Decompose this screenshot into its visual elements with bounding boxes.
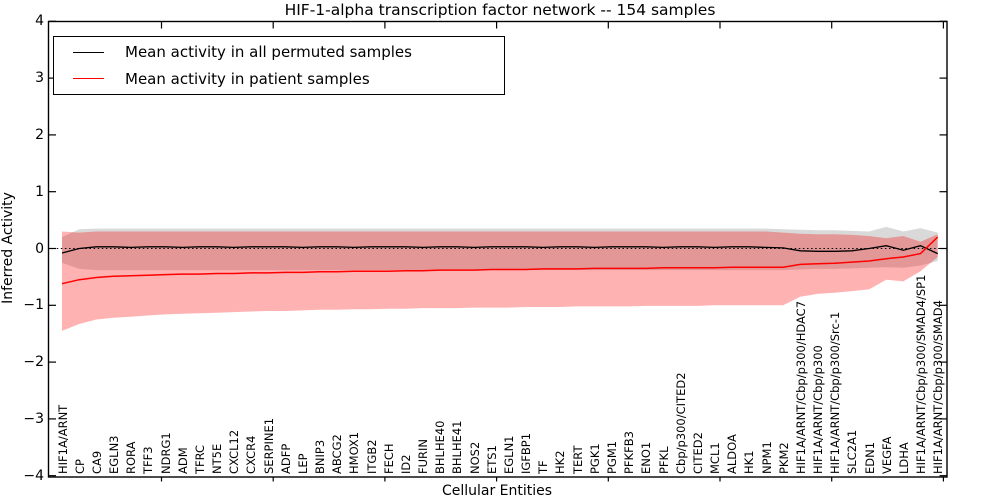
x-tick-label: ETS1	[484, 445, 499, 474]
y-tick-label: −4	[23, 467, 44, 484]
x-tick-label: ENO1	[639, 441, 654, 474]
x-tick-label: CP	[72, 459, 87, 474]
x-tick-label: HIF1A/ARNT/Cbp/p300/SMAD4/SP1	[914, 274, 928, 474]
y-tick-label: −2	[23, 354, 44, 371]
x-tick-label: VEGFA	[879, 436, 894, 474]
x-tick-label: CA9	[89, 450, 104, 474]
black-line-swatch-icon	[73, 51, 104, 53]
x-tick-label: LDHA	[896, 442, 911, 474]
x-tick-label: NPM1	[759, 441, 774, 474]
x-axis-label: Cellular Entities	[441, 483, 553, 499]
x-tick-label: TERT	[570, 445, 585, 474]
x-tick-label: PGK1	[587, 443, 602, 474]
x-tick-label: TF	[536, 460, 551, 474]
x-tick-label: FURIN	[416, 438, 431, 474]
x-tick-label: CITED2	[690, 432, 705, 474]
y-tick-label: 4	[35, 13, 44, 30]
x-tick-label: ABCG2	[330, 434, 345, 474]
y-tick-label: 0	[35, 240, 44, 257]
patient-mean-line	[61, 236, 939, 285]
y-tick-label: −1	[23, 297, 44, 314]
x-tick-label: IGFBP1	[519, 432, 534, 474]
x-tick-label: BHLHE41	[450, 420, 465, 475]
x-tick-label: HIF1A/ARNT/Cbp/p300	[811, 345, 825, 474]
permuted-mean-line	[61, 245, 938, 255]
x-tick-label: NDRG1	[158, 432, 173, 474]
x-tick-label: EDN1	[862, 441, 877, 474]
chart-title: HIF-1-alpha transcription factor network…	[284, 1, 716, 19]
y-tick-label: 2	[35, 126, 44, 143]
x-tick-label: HIF1A/ARNT/Cbp/p300/SMAD4	[931, 300, 946, 474]
legend-label-permuted: Mean activity in all permuted samples	[125, 43, 412, 62]
axes-frame	[47, 20, 948, 478]
x-tick-label: NT5E	[210, 443, 224, 474]
x-tick-label: ALDOA	[725, 434, 740, 474]
x-tick-label: ADFP	[278, 443, 293, 474]
x-tick-label: HIF1A/ARNT/Cbp/p300/Src-1	[828, 311, 843, 474]
x-tick-label: PKM2	[776, 442, 791, 474]
x-tick-label: BNIP3	[313, 439, 328, 474]
legend-label-patient: Mean activity in patient samples	[125, 69, 370, 88]
x-tick-label: TFF3	[141, 446, 156, 474]
patient-band	[62, 231, 938, 331]
y-tick-label: −3	[23, 410, 44, 427]
x-tick-label: HMOX1	[347, 431, 362, 474]
legend-entry-patient: Mean activity in patient samples	[54, 66, 504, 92]
x-tick-label: HIF1A/ARNT	[55, 404, 70, 474]
red-line-swatch-icon	[73, 78, 104, 80]
x-tick-label: ADM	[175, 447, 190, 474]
x-tick-label: MCL1	[708, 442, 722, 474]
x-tick-label: SERPINE1	[261, 417, 276, 474]
x-tick-label: HK1	[742, 450, 757, 474]
y-tick-label: 3	[35, 70, 44, 87]
legend-entry-permuted: Mean activity in all permuted samples	[54, 39, 504, 65]
x-tick-label: HIF1A/ARNT/Cbp/p300/HDAC7	[793, 300, 808, 474]
x-tick-label: RORA	[124, 441, 139, 474]
x-tick-label: EGLN3	[107, 435, 121, 474]
x-tick-label: PFKL	[656, 446, 671, 475]
x-tick-label: CXCR4	[244, 435, 259, 474]
x-tick-label: PGM1	[604, 440, 619, 474]
x-tick-label: TFRC	[192, 444, 207, 474]
x-tick-label: BHLHE40	[433, 420, 448, 475]
x-tick-label: ID2	[398, 454, 413, 474]
x-tick-label: CXCL12	[227, 429, 242, 474]
x-tick-label: SLC2A1	[845, 429, 860, 474]
y-tick-label: 1	[35, 183, 44, 200]
x-tick-label: ITGB2	[364, 439, 379, 474]
legend: Mean activity in all permuted samples Me…	[53, 36, 505, 95]
x-tick-label: EGLN1	[501, 435, 516, 474]
x-tick-label: HK2	[553, 450, 568, 474]
x-tick-label: NOS2	[467, 441, 482, 474]
x-tick-label: LEP	[295, 453, 310, 474]
x-tick-label: Cbp/p300/CITED2	[673, 372, 688, 474]
x-tick-label: PFKFB3	[622, 431, 637, 474]
x-tick-label: FECH	[381, 443, 396, 474]
